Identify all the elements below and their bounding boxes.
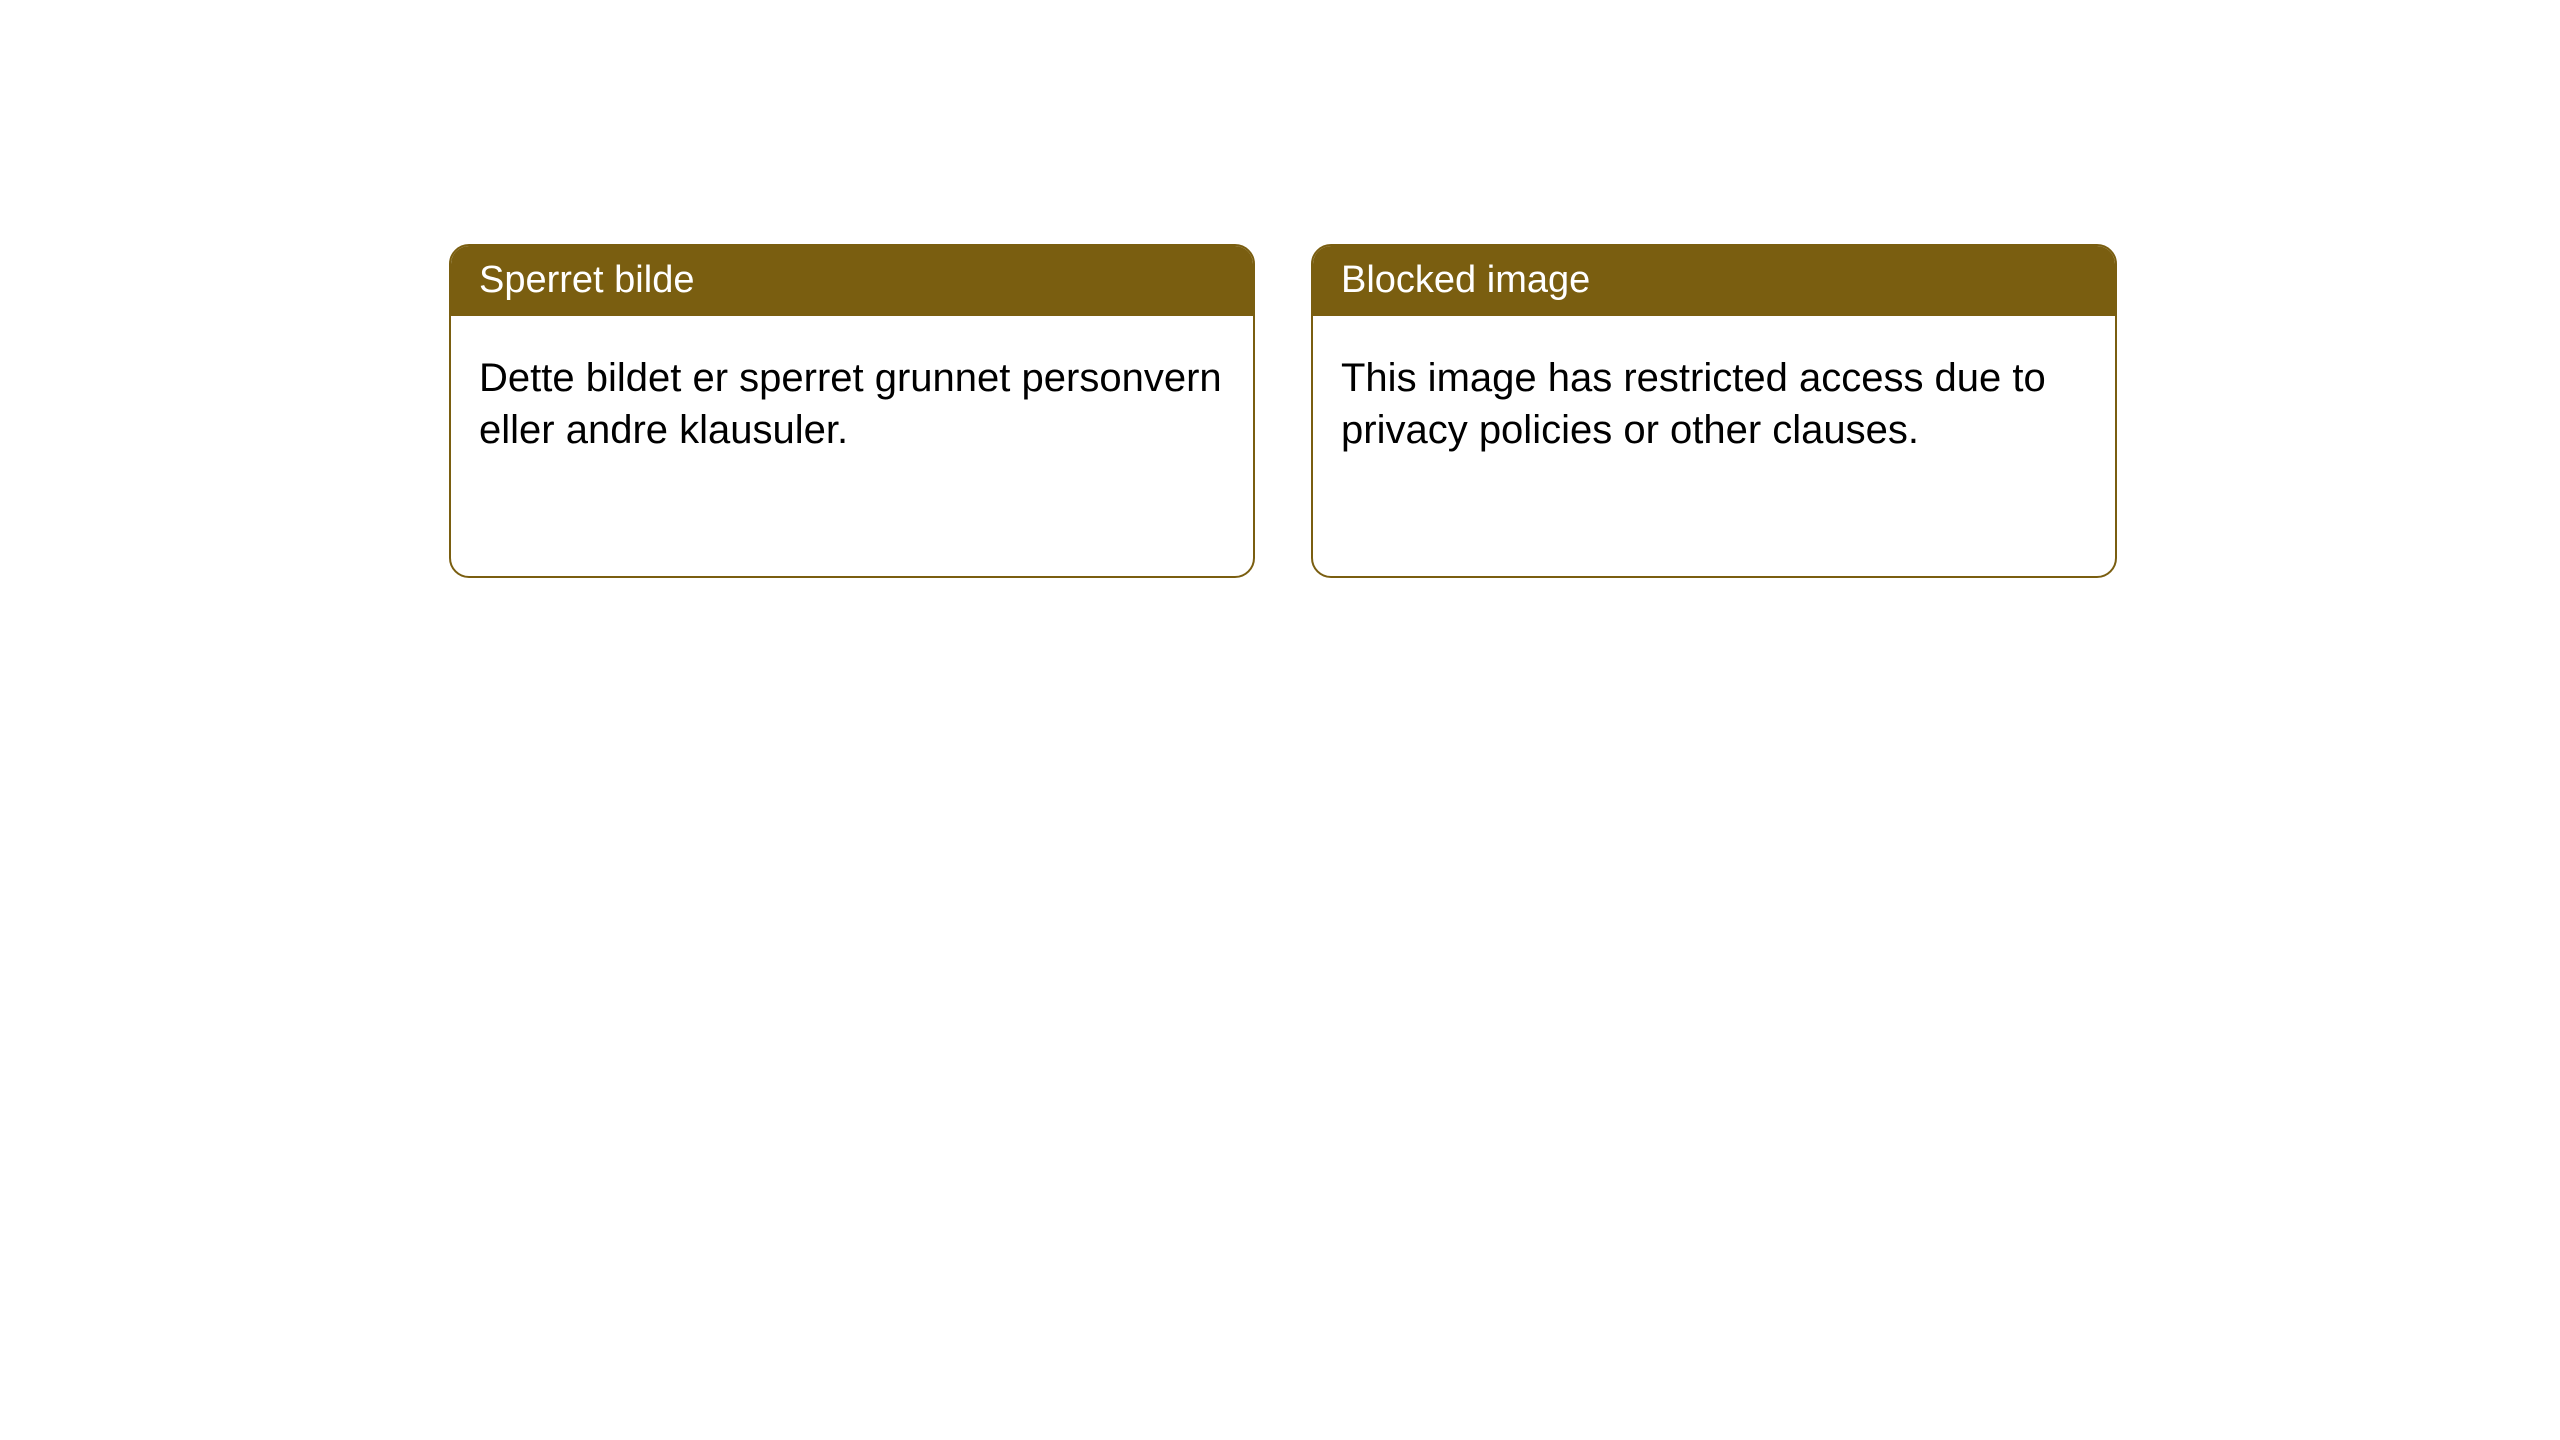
notice-header-english: Blocked image	[1313, 246, 2115, 316]
notice-box-english: Blocked image This image has restricted …	[1311, 244, 2117, 578]
notice-body-english: This image has restricted access due to …	[1313, 316, 2115, 492]
notice-text-english: This image has restricted access due to …	[1341, 356, 2046, 452]
notice-title-english: Blocked image	[1341, 259, 1590, 301]
notice-title-norwegian: Sperret bilde	[479, 259, 694, 301]
notice-box-norwegian: Sperret bilde Dette bildet er sperret gr…	[449, 244, 1255, 578]
notice-header-norwegian: Sperret bilde	[451, 246, 1253, 316]
notice-container: Sperret bilde Dette bildet er sperret gr…	[449, 244, 2117, 578]
notice-body-norwegian: Dette bildet er sperret grunnet personve…	[451, 316, 1253, 492]
notice-text-norwegian: Dette bildet er sperret grunnet personve…	[479, 356, 1222, 452]
